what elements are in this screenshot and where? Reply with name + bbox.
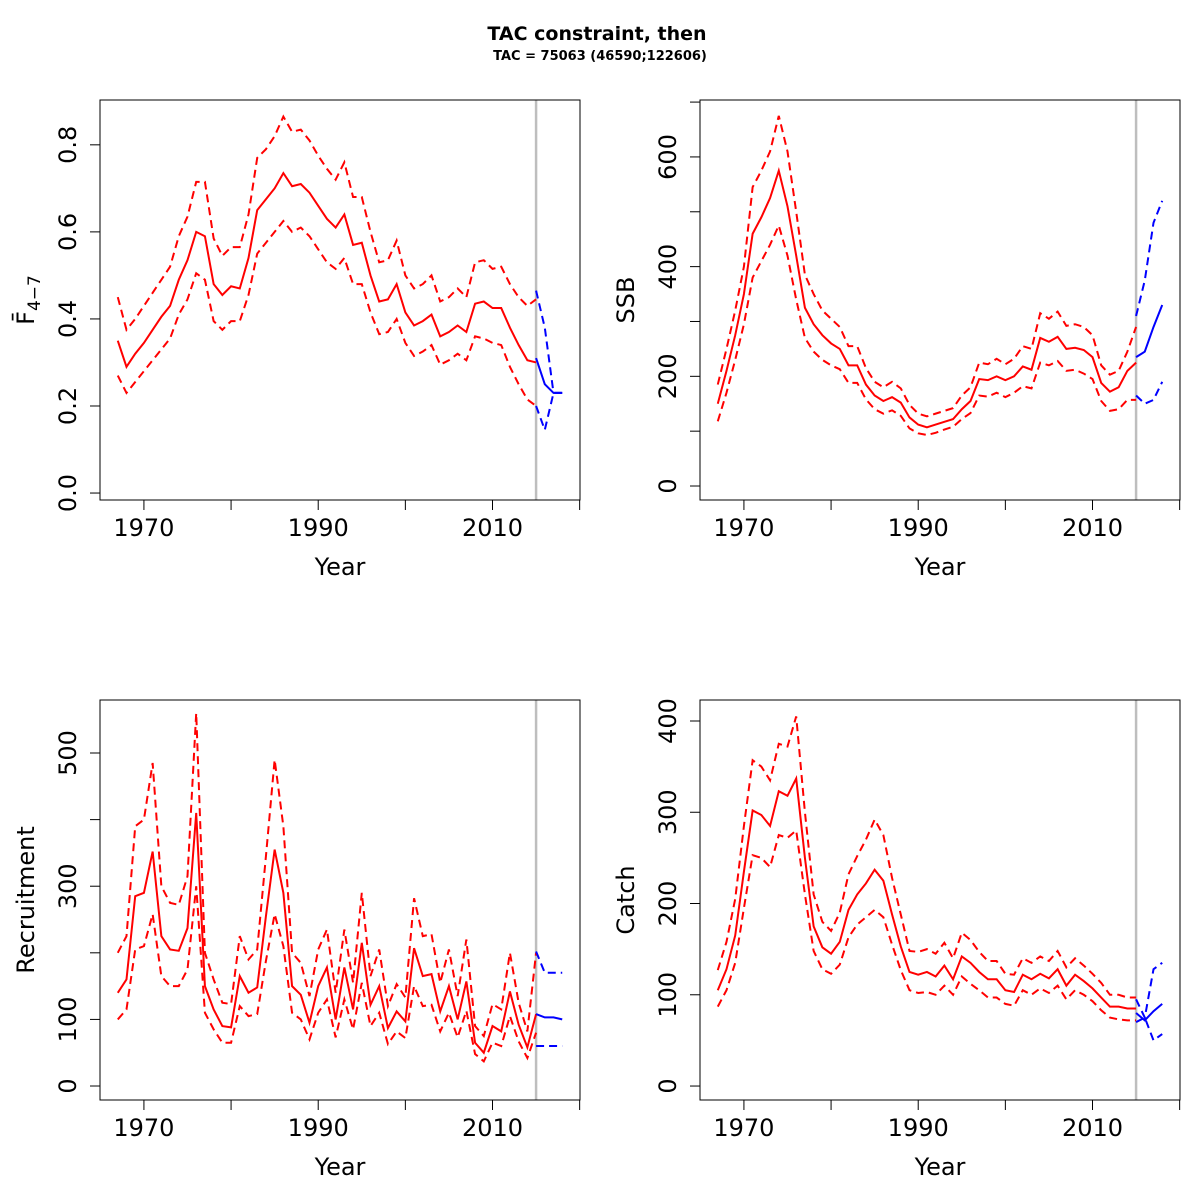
estimate-line bbox=[716, 775, 1137, 1010]
y-tick-label: 300 bbox=[54, 863, 82, 909]
y-tick-label: 0 bbox=[54, 1078, 82, 1093]
x-axis-label: Year bbox=[914, 553, 966, 581]
estimate-line bbox=[716, 166, 1137, 429]
y-tick-label: 0.6 bbox=[54, 213, 82, 251]
x-axis-label: Year bbox=[314, 553, 366, 581]
interval-line bbox=[535, 951, 563, 974]
x-tick-label: 1970 bbox=[713, 514, 774, 542]
interval-line bbox=[116, 114, 537, 332]
y-tick-label: 0.8 bbox=[54, 126, 82, 164]
x-tick-label: 1970 bbox=[713, 1114, 774, 1142]
interval-line bbox=[117, 886, 538, 1063]
estimate-line bbox=[116, 812, 538, 1055]
interval-line bbox=[716, 222, 1137, 437]
interval-line bbox=[1135, 1016, 1163, 1042]
y-axis-label-main: Catch bbox=[612, 865, 640, 934]
interval-line bbox=[716, 115, 1138, 418]
y-tick-label: 0 bbox=[654, 478, 682, 493]
y-tick-label: 600 bbox=[654, 134, 682, 180]
y-tick-label: 500 bbox=[54, 730, 82, 776]
y-axis-label: F̄4−7 bbox=[11, 275, 45, 325]
y-tick-label: 0.2 bbox=[54, 387, 82, 425]
interval-line bbox=[1135, 962, 1163, 1021]
interval-line bbox=[716, 716, 1137, 999]
estimate-line bbox=[1135, 304, 1164, 358]
x-tick-label: 2010 bbox=[1062, 514, 1123, 542]
interval-line bbox=[1135, 381, 1164, 405]
x-tick-label: 1970 bbox=[113, 514, 174, 542]
y-axis-label-sub: 4−7 bbox=[25, 275, 45, 311]
figure-title: TAC constraint, then bbox=[487, 23, 706, 45]
x-tick-label: 1990 bbox=[888, 1114, 949, 1142]
x-axis-label: Year bbox=[314, 1153, 366, 1181]
y-axis-label-main: Recruitment bbox=[12, 826, 40, 973]
x-tick-label: 2010 bbox=[1062, 1114, 1123, 1142]
interval-line bbox=[116, 219, 537, 407]
y-tick-label: 100 bbox=[54, 997, 82, 1043]
y-tick-label: 200 bbox=[654, 353, 682, 399]
y-axis-label: Catch bbox=[612, 865, 640, 934]
x-tick-label: 2010 bbox=[462, 514, 523, 542]
y-tick-label: 400 bbox=[654, 244, 682, 290]
interval-line bbox=[116, 712, 538, 1039]
estimate-line bbox=[116, 171, 537, 370]
x-tick-label: 1990 bbox=[888, 514, 949, 542]
y-tick-label: 0.0 bbox=[54, 474, 82, 512]
interval-line bbox=[1135, 200, 1164, 317]
y-axis-label: SSB bbox=[612, 277, 640, 324]
y-tick-label: 0 bbox=[654, 1078, 682, 1093]
x-tick-label: 1970 bbox=[113, 1114, 174, 1142]
interval-line bbox=[535, 391, 563, 434]
y-tick-label: 0.4 bbox=[54, 300, 82, 338]
x-tick-label: 1990 bbox=[288, 514, 349, 542]
y-tick-label: 100 bbox=[654, 972, 682, 1018]
y-tick-label: 400 bbox=[654, 698, 682, 744]
estimate-line bbox=[1135, 1003, 1163, 1022]
y-axis-label-main: F̄ bbox=[11, 311, 40, 325]
y-axis-label-main: SSB bbox=[612, 277, 640, 324]
x-axis-label: Year bbox=[914, 1153, 966, 1181]
y-tick-label: 200 bbox=[654, 881, 682, 927]
y-tick-label: 300 bbox=[654, 789, 682, 835]
estimate-line bbox=[535, 1013, 563, 1021]
x-tick-label: 1990 bbox=[288, 1114, 349, 1142]
x-tick-label: 2010 bbox=[462, 1114, 523, 1142]
figure-subtitle: TAC = 75063 (46590;122606) bbox=[493, 49, 707, 64]
y-axis-label: Recruitment bbox=[12, 826, 40, 973]
